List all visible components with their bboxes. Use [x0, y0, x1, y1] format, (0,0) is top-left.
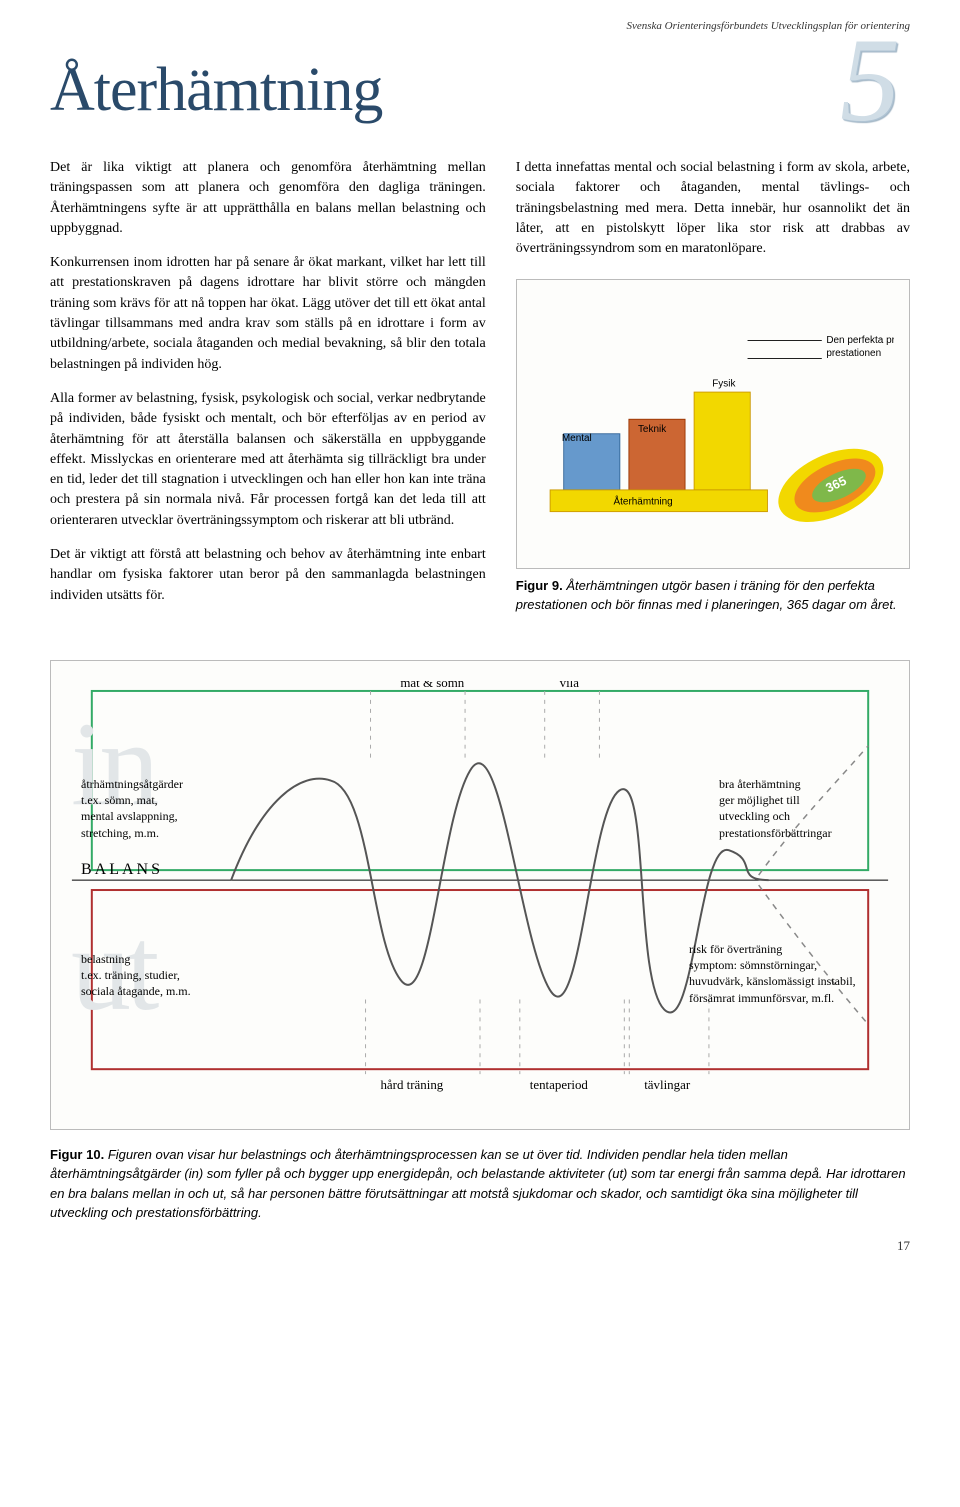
- fig10-bot-label-1: tentaperiod: [530, 1077, 589, 1092]
- figure9-caption: Figur 9. Återhämtningen utgör basen i tr…: [516, 577, 910, 613]
- left-column: Det är lika viktigt att planera och geno…: [50, 158, 486, 620]
- fig10-right-top-text: bra återhämtningger möjlighet tillutveck…: [719, 776, 879, 841]
- fig10-balans-label: BALANS: [81, 861, 163, 879]
- figure10-caption: Figur 10. Figuren ovan visar hur belastn…: [50, 1145, 910, 1223]
- right-column: I detta innefattas mental och social bel…: [516, 158, 910, 620]
- svg-text:prestationen: prestationen: [826, 348, 881, 359]
- fig10-bot-label-0: hård träning: [380, 1077, 443, 1092]
- fig10-top-label-0: mat & sömn: [400, 681, 464, 690]
- fig9-legend-1: Den perfekta prestationen: [826, 336, 894, 347]
- fig10-right-bottom-text: risk för överträningsymptom: sömnstörnin…: [689, 941, 879, 1006]
- figure9-caption-bold: Figur 9.: [516, 578, 563, 593]
- figure10-caption-text: Figuren ovan visar hur belastnings och å…: [50, 1147, 906, 1221]
- figure9-box: Den perfekta prestationen prestationen M…: [516, 279, 910, 569]
- right-p1: I detta innefattas mental och social bel…: [516, 158, 910, 259]
- header-source-line: Svenska Orienteringsförbundets Utvecklin…: [50, 20, 910, 32]
- figure9-caption-text: Återhämtningen utgör basen i träning för…: [516, 578, 897, 611]
- figure10-svg: mat & sömn vila hård träning tentaperiod…: [71, 681, 889, 1109]
- fig9-bar-label-0: Mental: [562, 433, 592, 444]
- title-row: Återhämtning 5: [50, 52, 910, 128]
- figure10-box: in ut åtrhämtningsåtgärdert.ex. sömn, ma…: [50, 660, 910, 1130]
- figure9-svg: Den perfekta prestationen prestationen M…: [532, 300, 894, 553]
- fig10-bot-label-2: tävlingar: [644, 1077, 691, 1092]
- chapter-number: 5: [840, 32, 900, 128]
- left-p4: Det är viktigt att förstå att belastning…: [50, 545, 486, 606]
- left-p2: Konkurrensen inom idrotten har på senare…: [50, 253, 486, 375]
- fig10-top-label-1: vila: [560, 681, 580, 690]
- fig9-bar-label-2: Fysik: [712, 379, 735, 390]
- page-title: Återhämtning: [50, 55, 382, 126]
- fig9-bar-2: [694, 393, 750, 491]
- fig9-base-label: Återhämtning: [613, 497, 672, 508]
- fig10-left-bottom-text: belastningt.ex. träning, studier,sociala…: [81, 951, 231, 1000]
- left-p3: Alla former av belastning, fysisk, psyko…: [50, 389, 486, 531]
- left-p1: Det är lika viktigt att planera och geno…: [50, 158, 486, 239]
- figure10-caption-bold: Figur 10.: [50, 1147, 104, 1162]
- page-number: 17: [50, 1238, 910, 1254]
- fig9-bar-label-1: Teknik: [638, 424, 666, 435]
- fig10-left-top-text: åtrhämtningsåtgärdert.ex. sömn, mat,ment…: [81, 776, 231, 841]
